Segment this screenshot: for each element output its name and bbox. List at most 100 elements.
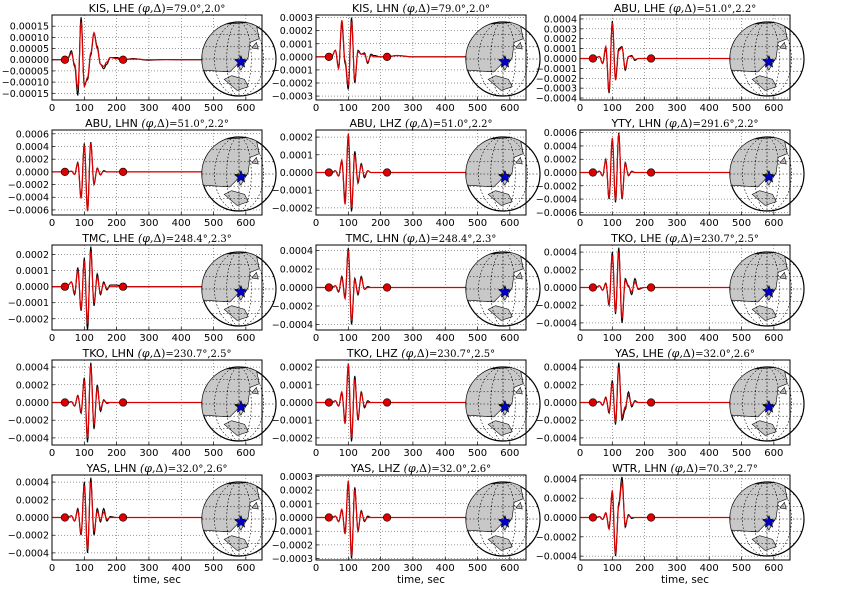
y-tick-label: −0.0004: [536, 552, 577, 563]
x-tick-label: 200: [371, 218, 390, 229]
y-tick-label: 0.0000: [544, 283, 577, 294]
x-tick-label: 500: [732, 563, 751, 574]
y-tick-label: 0.0002: [544, 494, 577, 505]
y-tick-label: 0.0000: [280, 283, 313, 294]
x-tick-label: 300: [139, 333, 158, 344]
blue-star-icon: [234, 399, 248, 413]
y-tick-label: −0.0001: [272, 186, 313, 197]
plot-frame: [315, 474, 527, 561]
blue-star-icon: [498, 169, 512, 183]
synthetic-waveform: [580, 252, 774, 319]
y-tick-label: 0.0004: [280, 246, 313, 257]
y-tick-label: −0.0003: [272, 554, 313, 565]
x-tick-label: 0: [49, 333, 55, 344]
y-tick-label: −0.0003: [536, 84, 577, 95]
waveform-panel: 0 100 200 300 400 500 600 −0.0002 −0.0001 0.0000 0…: [272, 347, 541, 459]
y-tick-label: −0.0001: [272, 416, 313, 427]
x-tick-label: 200: [371, 333, 390, 344]
x-tick-label: 100: [603, 448, 622, 459]
x-tick-label: 200: [635, 333, 654, 344]
x-tick-label: 400: [436, 563, 455, 574]
panel-title: YAS, LHZ (φ,Δ)=32.0°,2.6°: [350, 462, 491, 475]
panel-title: YAS, LHN (φ,Δ)=32.0°,2.6°: [86, 462, 228, 475]
x-tick-label: 300: [139, 563, 158, 574]
pick-marker: [382, 513, 392, 522]
synthetic-waveform: [52, 21, 246, 89]
x-tick-label: 500: [204, 103, 223, 114]
pick-marker: [118, 167, 128, 176]
x-tick-label: 600: [236, 218, 255, 229]
x-tick-label: 100: [75, 333, 94, 344]
y-tick-label: 0.00015: [10, 22, 49, 33]
y-tick-label: 0.0006: [16, 129, 49, 140]
x-tick-label: 0: [49, 563, 55, 574]
x-tick-label: 600: [236, 333, 255, 344]
y-tick-label: 0.0000: [16, 513, 49, 524]
x-tick-label: 600: [500, 333, 519, 344]
waveform-panel: 0 100 200 300 400 500 600 −0.0004 −0.0002 0.0000 0…: [8, 347, 277, 459]
x-tick-label: 300: [403, 448, 422, 459]
synthetic-waveform: [580, 482, 774, 555]
pick-marker: [60, 167, 70, 176]
synthetic-waveform: [52, 143, 246, 212]
y-tick-label: −0.0002: [536, 74, 577, 85]
panel-title: ABU, LHE (φ,Δ)=51.0°,2.2°: [614, 2, 756, 15]
x-tick-label: 600: [236, 103, 255, 114]
panel-title: ABU, LHN (φ,Δ)=51.0°,2.2°: [85, 117, 229, 130]
panel-title: TKO, LHN (φ,Δ)=230.7°,2.5°: [82, 347, 232, 360]
x-tick-label: 600: [764, 448, 783, 459]
x-tick-label: 400: [700, 218, 719, 229]
x-tick-label: 0: [313, 218, 319, 229]
pick-marker: [382, 168, 392, 177]
synthetic-waveform: [580, 367, 774, 423]
x-tick-label: 200: [371, 448, 390, 459]
x-tick-label: 0: [577, 448, 583, 459]
plot-frame: [579, 474, 791, 561]
y-tick-label: 0.0002: [544, 380, 577, 391]
y-tick-label: −0.0006: [536, 208, 577, 219]
y-tick-label: −0.0002: [272, 433, 313, 444]
y-tick-label: −0.0002: [8, 531, 49, 542]
y-tick-label: 0.0000: [280, 52, 313, 63]
pick-marker: [324, 168, 334, 177]
blue-star-icon: [234, 54, 248, 68]
x-tick-label: 500: [732, 218, 751, 229]
blue-star-icon: [762, 284, 776, 298]
plot-frame: [51, 129, 263, 216]
y-tick-label: 0.0006: [544, 128, 577, 139]
x-tick-label: 500: [468, 563, 487, 574]
waveform-panel: 0 100 200 300 400 500 600 −0.0003 −0.0002 −0.0001…: [272, 2, 541, 114]
y-tick-label: −0.0002: [272, 203, 313, 214]
x-tick-label: 400: [700, 448, 719, 459]
y-tick-label: 0.0002: [16, 155, 49, 166]
pick-marker: [324, 513, 334, 522]
x-tick-label: 500: [468, 448, 487, 459]
x-tick-label: 100: [603, 333, 622, 344]
y-tick-label: −0.0004: [8, 193, 49, 204]
panel-title: WTR, LHN (φ,Δ)=70.3°,2.7°: [612, 462, 758, 475]
x-tick-label: 300: [667, 563, 686, 574]
y-tick-label: 0.0001: [544, 44, 577, 55]
y-tick-label: 0.0002: [544, 155, 577, 166]
pick-marker: [382, 398, 392, 407]
x-tick-label: 100: [339, 218, 358, 229]
pick-marker: [646, 283, 656, 292]
y-tick-label: 0.0000: [16, 398, 49, 409]
x-tick-label: 500: [204, 333, 223, 344]
x-axis-label: time, sec: [133, 574, 181, 586]
x-tick-label: 0: [49, 103, 55, 114]
x-tick-label: 0: [49, 218, 55, 229]
waveform-panel: 0 100 200 300 400 500 600 −0.0004 −0.0002 0.0000 0…: [536, 232, 805, 344]
plot-frame: [579, 359, 791, 446]
x-tick-label: 0: [49, 448, 55, 459]
synthetic-waveform: [580, 133, 774, 201]
y-tick-label: 0.0000: [280, 513, 313, 524]
y-tick-label: 0.0002: [280, 265, 313, 276]
x-tick-label: 500: [204, 218, 223, 229]
y-tick-label: 0.0000: [16, 167, 49, 178]
plot-frame: [579, 129, 791, 216]
panel-title: KIS, LHE (φ,Δ)=79.0°,2.0°: [89, 2, 226, 15]
x-tick-label: 300: [667, 333, 686, 344]
pick-marker: [118, 513, 128, 522]
